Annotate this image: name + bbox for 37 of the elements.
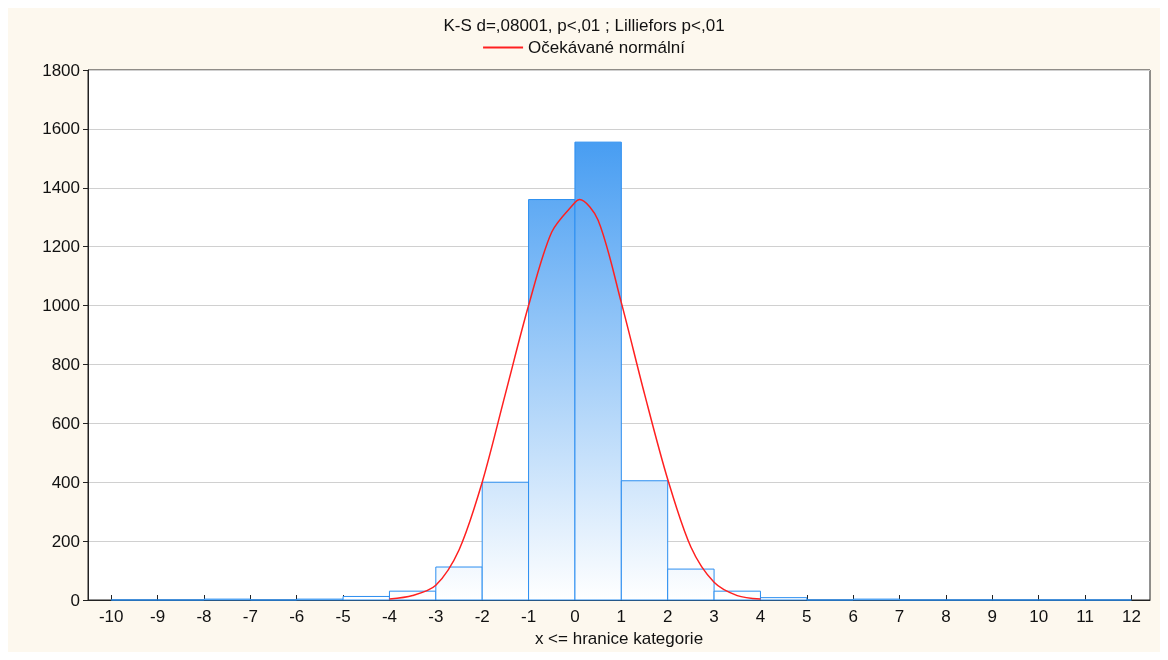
x-tick-label: 10: [1029, 607, 1049, 626]
x-tick-label: -8: [196, 607, 212, 626]
y-tick-label: 400: [51, 472, 80, 492]
y-tick-label: 200: [51, 531, 80, 551]
x-tick-label: -5: [335, 607, 351, 626]
chart-title: K-S d=,08001, p<,01 ; Lilliefors p<,01: [443, 16, 725, 35]
x-tick-label: -6: [289, 607, 305, 626]
y-tick-label: 1000: [42, 296, 80, 316]
x-axis-title: x <= hranice kategorie: [534, 629, 704, 648]
x-tick-label: 3: [709, 607, 719, 626]
x-tick-label: -1: [521, 607, 537, 626]
x-tick-label: -9: [150, 607, 166, 626]
x-tick-label: 8: [941, 607, 951, 626]
x-tick-label: -2: [474, 607, 490, 626]
x-tick-label: 2: [662, 607, 673, 626]
y-tick-label: 1600: [42, 119, 80, 139]
y-tick-label: 800: [51, 354, 80, 374]
x-tick-label: 5: [802, 607, 812, 626]
y-tick-label: 1800: [42, 60, 80, 80]
x-tick-label: 4: [755, 607, 766, 626]
x-tick-label: -7: [242, 607, 258, 626]
x-tick-label: 9: [987, 607, 998, 626]
x-tick-label: 11: [1076, 607, 1094, 626]
line-series: [388, 198, 762, 600]
y-tick-label: 1200: [42, 237, 80, 257]
x-tick-label: 6: [848, 607, 858, 626]
x-tick-label: 0: [570, 607, 580, 626]
x-tick-label: -3: [428, 607, 444, 626]
legend-label: Očekávané normální: [528, 38, 686, 57]
y-tick-label: 1400: [42, 178, 80, 198]
x-tick-label: -4: [381, 607, 397, 626]
x-tick-label: -10: [98, 607, 124, 626]
y-tick-label: 0: [70, 590, 80, 610]
x-tick-label: 12: [1121, 607, 1141, 626]
x-tick-label: 1: [616, 607, 627, 626]
x-tick-label: 7: [894, 607, 905, 626]
y-tick-label: 600: [51, 413, 80, 433]
